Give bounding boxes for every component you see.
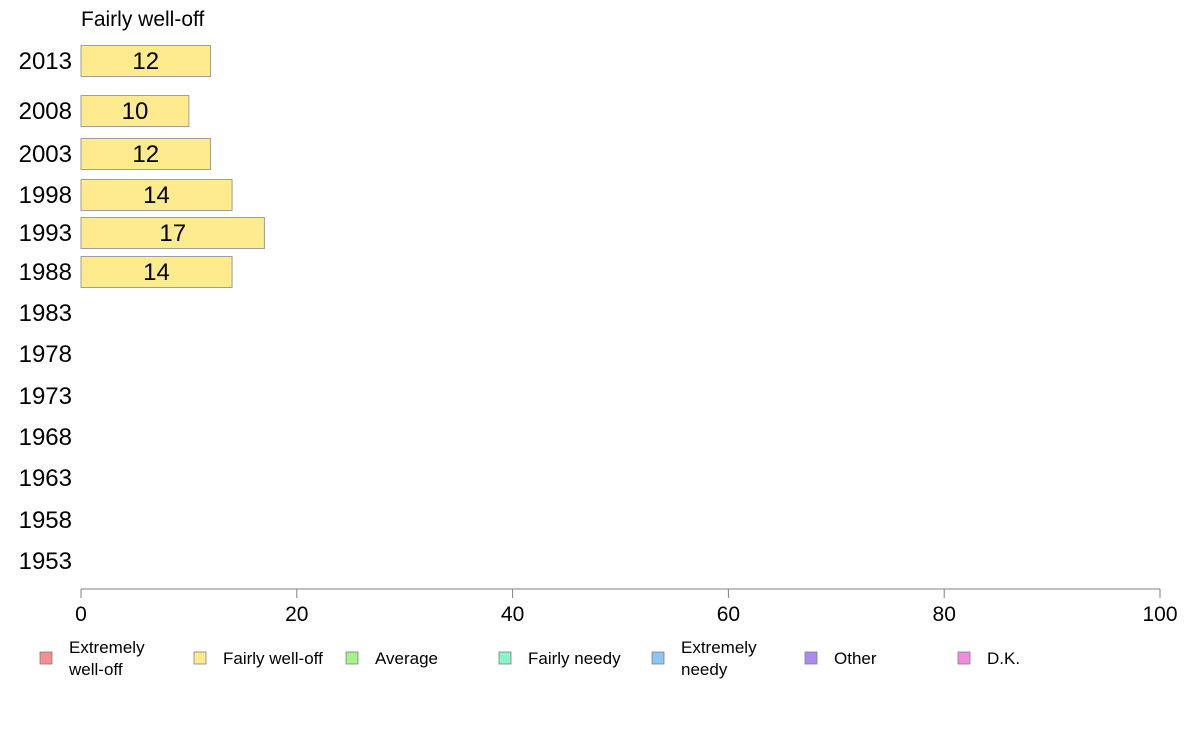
legend-swatch-fairly-well-off: [193, 651, 207, 665]
legend-label-average: Average: [375, 649, 438, 668]
x-tick-label-60: 60: [717, 603, 740, 626]
legend-label-other: Other: [834, 649, 877, 668]
bar-label-1988: 14: [143, 259, 170, 286]
year-label-1998: 1998: [19, 182, 72, 209]
year-label-2008: 2008: [19, 98, 72, 125]
year-label-1953: 1953: [19, 548, 72, 575]
year-label-1978: 1978: [19, 341, 72, 368]
legend-label-extremely-well-off-line-2: well-off: [68, 660, 123, 679]
year-label-2013: 2013: [19, 48, 72, 75]
legend-swatch-extremely-needy: [651, 651, 665, 665]
x-tick-label-100: 100: [1142, 603, 1177, 626]
legend-swatch-d-k-: [957, 651, 971, 665]
year-label-1958: 1958: [19, 507, 72, 534]
legend-swatch-average: [345, 651, 359, 665]
bar-1993: [80, 217, 265, 249]
legend-swatch-fairly-needy: [498, 651, 512, 665]
bar-2008: [80, 95, 190, 127]
legend-label-extremely-needy-line-2: needy: [681, 660, 728, 679]
x-tick-label-40: 40: [501, 603, 524, 626]
bar-label-2008: 10: [122, 98, 149, 125]
legend-label-fairly-well-off: Fairly well-off: [223, 649, 323, 668]
legend-swatch-other: [804, 651, 818, 665]
year-label-1988: 1988: [19, 259, 72, 286]
bar-2013: [80, 45, 211, 77]
bar-label-2013: 12: [132, 48, 159, 75]
bar-label-1998: 14: [143, 182, 170, 209]
year-label-1983: 1983: [19, 300, 72, 327]
bar-2003: [80, 138, 211, 170]
x-tick-label-0: 0: [75, 603, 87, 626]
year-label-1963: 1963: [19, 465, 72, 492]
x-tick-label-20: 20: [285, 603, 308, 626]
legend-label-extremely-well-off-line-1: Extremely: [69, 638, 145, 657]
legend-label-extremely-needy-line-1: Extremely: [681, 638, 757, 657]
legend-swatch-extremely-well-off: [39, 651, 53, 665]
year-label-2003: 2003: [19, 141, 72, 168]
year-label-1973: 1973: [19, 383, 72, 410]
chart-title: Fairly well-off: [81, 8, 204, 31]
year-label-1968: 1968: [19, 424, 72, 451]
bar-label-1993: 17: [159, 220, 186, 247]
bar-1998: [80, 179, 233, 211]
legend-label-d-k-: D.K.: [987, 649, 1020, 668]
year-label-1993: 1993: [19, 220, 72, 247]
x-tick-label-80: 80: [933, 603, 956, 626]
legend-label-fairly-needy: Fairly needy: [528, 649, 621, 668]
bar-1988: [80, 256, 233, 288]
bar-label-2003: 12: [132, 141, 159, 168]
